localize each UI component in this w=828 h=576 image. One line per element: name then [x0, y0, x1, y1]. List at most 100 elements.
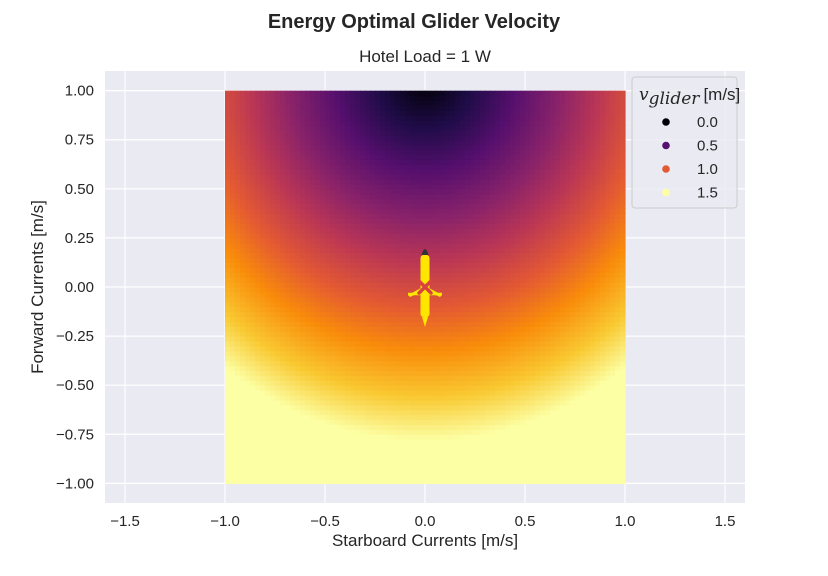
- heatmap-cell: [360, 414, 366, 421]
- heatmap-cell: [475, 257, 481, 264]
- heatmap-cell: [270, 399, 276, 406]
- heatmap-cell: [375, 174, 381, 180]
- heatmap-cell: [300, 233, 306, 239]
- heatmap-cell: [440, 233, 446, 239]
- heatmap-cell: [465, 439, 471, 445]
- heatmap-cell: [385, 208, 391, 214]
- heatmap-cell: [495, 179, 501, 185]
- heatmap-cell: [460, 267, 466, 273]
- heatmap-cell: [245, 164, 251, 170]
- heatmap-cell: [390, 375, 396, 381]
- heatmap-cell: [475, 105, 481, 111]
- heatmap-cell: [440, 252, 446, 259]
- heatmap-cell: [310, 120, 316, 126]
- heatmap-cell: [510, 439, 516, 445]
- heatmap-cell: [350, 139, 356, 146]
- heatmap-cell: [480, 291, 486, 298]
- heatmap-cell: [480, 370, 486, 376]
- heatmap-cell: [300, 409, 306, 416]
- heatmap-cell: [250, 296, 256, 303]
- heatmap-cell: [305, 296, 311, 303]
- heatmap-cell: [255, 404, 261, 411]
- heatmap-cell: [240, 399, 246, 406]
- heatmap-cell: [450, 272, 456, 278]
- heatmap-cell: [295, 115, 301, 121]
- heatmap-cell: [240, 193, 246, 200]
- heatmap-cell: [280, 380, 286, 386]
- heatmap-cell: [305, 306, 311, 313]
- heatmap-cell: [320, 316, 326, 322]
- heatmap-cell: [260, 326, 266, 332]
- heatmap-cell: [400, 198, 406, 205]
- heatmap-cell: [420, 125, 426, 131]
- heatmap-cell: [420, 326, 426, 332]
- heatmap-cell: [455, 395, 461, 401]
- heatmap-cell: [370, 473, 376, 480]
- heatmap-cell: [295, 125, 301, 131]
- heatmap-cell: [415, 154, 421, 160]
- heatmap-cell: [345, 272, 351, 278]
- heatmap-cell: [255, 414, 261, 421]
- heatmap-cell: [300, 365, 306, 372]
- heatmap-cell: [405, 365, 411, 372]
- heatmap-cell: [515, 399, 521, 406]
- heatmap-cell: [365, 139, 371, 146]
- heatmap-cell: [255, 223, 261, 229]
- heatmap-cell: [390, 154, 396, 160]
- heatmap-cell: [425, 223, 431, 229]
- heatmap-cell: [330, 237, 336, 244]
- heatmap-cell: [240, 188, 246, 195]
- heatmap-cell: [495, 144, 501, 151]
- heatmap-cell: [410, 296, 416, 303]
- heatmap-cell: [290, 311, 296, 318]
- heatmap-cell: [330, 228, 336, 234]
- heatmap-cell: [245, 458, 251, 465]
- heatmap-cell: [330, 365, 336, 372]
- heatmap-cell: [280, 120, 286, 126]
- heatmap-cell: [420, 419, 426, 426]
- heatmap-cell: [305, 341, 311, 347]
- heatmap-cell: [525, 139, 531, 146]
- heatmap-cell: [230, 444, 236, 450]
- heatmap-cell: [365, 306, 371, 313]
- heatmap-cell: [385, 365, 391, 372]
- heatmap-cell: [520, 277, 526, 283]
- heatmap-cell: [535, 453, 541, 460]
- heatmap-cell: [375, 149, 381, 156]
- heatmap-cell: [515, 414, 521, 421]
- heatmap-cell: [490, 404, 496, 411]
- heatmap-cell: [260, 242, 266, 249]
- heatmap-cell: [225, 404, 231, 411]
- heatmap-cell: [500, 395, 506, 401]
- heatmap-cell: [525, 252, 531, 259]
- heatmap-cell: [410, 473, 416, 480]
- heatmap-cell: [450, 154, 456, 160]
- heatmap-cell: [225, 350, 231, 357]
- heatmap-cell: [485, 345, 491, 352]
- heatmap-cell: [495, 463, 501, 470]
- heatmap-cell: [440, 159, 446, 165]
- heatmap-cell: [535, 473, 541, 480]
- heatmap-cell: [530, 360, 536, 367]
- heatmap-cell: [380, 326, 386, 332]
- heatmap-cell: [325, 370, 331, 376]
- heatmap-cell: [485, 429, 491, 435]
- heatmap-cell: [535, 419, 541, 426]
- heatmap-cell: [310, 424, 316, 430]
- heatmap-cell: [415, 458, 421, 465]
- heatmap-cell: [285, 233, 291, 239]
- heatmap-cell: [315, 100, 321, 106]
- heatmap-cell: [485, 458, 491, 465]
- heatmap-cell: [255, 390, 261, 396]
- heatmap-cell: [270, 336, 276, 342]
- heatmap-cell: [360, 257, 366, 264]
- heatmap-cell: [390, 242, 396, 249]
- heatmap-cell: [335, 233, 341, 239]
- heatmap-cell: [465, 174, 471, 180]
- heatmap-cell: [245, 434, 251, 440]
- heatmap-cell: [305, 139, 311, 146]
- heatmap-cell: [455, 291, 461, 298]
- heatmap-cell: [290, 193, 296, 200]
- heatmap-cell: [290, 277, 296, 283]
- heatmap-cell: [290, 242, 296, 249]
